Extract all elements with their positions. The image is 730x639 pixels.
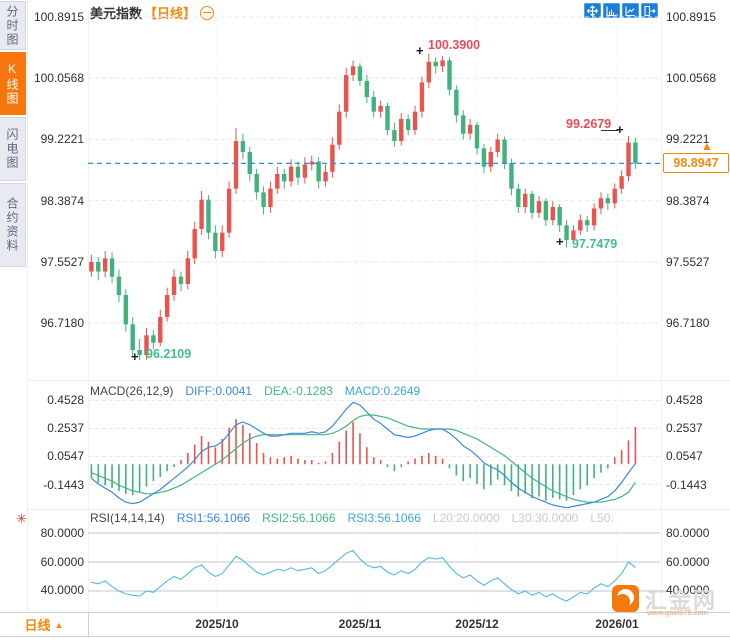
- x-tick: 2026/01: [595, 617, 639, 631]
- y-tick: 96.7180: [666, 316, 710, 330]
- indicator-settings-icon[interactable]: ✳: [16, 511, 27, 526]
- bottom-bar: 日线 ▲: [0, 612, 730, 637]
- macd-y-tick: -0.1443: [666, 478, 707, 492]
- y-tick: 99.2221: [666, 132, 710, 146]
- panel-separator: [28, 380, 730, 381]
- rsi-name: RSI(14,14,14): [90, 511, 165, 525]
- rsi-l50-value: L50:: [590, 511, 614, 525]
- rsi1-value: RSI1:56.1066: [176, 511, 251, 525]
- low-marker: +: [131, 349, 139, 364]
- pan-icon[interactable]: [584, 3, 601, 18]
- macd-y-tick: 0.2537: [47, 421, 84, 435]
- y-tick: 100.8915: [666, 10, 717, 24]
- rsi-header: RSI(14,14,14) RSI1:56.1066 RSI2:56.1066 …: [90, 511, 614, 525]
- y-tick: 96.7180: [40, 316, 84, 330]
- price-up-arrow-icon: ▲: [701, 139, 713, 153]
- rsi-chart[interactable]: [88, 524, 660, 612]
- period-tag: 【日线】: [144, 6, 197, 21]
- macd-y-tick: 0.0547: [47, 449, 84, 463]
- low-price-annotation: 96.2109: [146, 347, 192, 361]
- axis-trend-icon[interactable]: [622, 3, 639, 18]
- swing-high-marker: +: [616, 122, 624, 137]
- x-tick: 2025/12: [455, 617, 499, 631]
- panel-separator: [28, 509, 730, 510]
- y-tick: 99.2221: [40, 132, 84, 146]
- y-tick: 100.0568: [666, 71, 717, 85]
- sidebar-tab-time-chart[interactable]: 分时图: [0, 1, 26, 50]
- sidebar-divider: [27, 0, 28, 612]
- swing-high-annotation: 99.2679: [566, 117, 612, 131]
- site-logo: [612, 585, 639, 612]
- period-selector[interactable]: 日线 ▲: [0, 613, 89, 636]
- rsi-y-tick: 40.0000: [40, 583, 84, 597]
- current-price-box: 98.8947: [663, 153, 729, 173]
- dropdown-up-icon: ▲: [54, 619, 64, 630]
- rsi-y-tick: 80.0000: [666, 526, 710, 540]
- y-tick: 98.3874: [666, 194, 710, 208]
- y-tick: 100.0568: [33, 71, 84, 85]
- candlestick-chart[interactable]: [88, 14, 660, 376]
- exit-icon[interactable]: [641, 3, 658, 18]
- watermark-url: www.gold678.com: [647, 608, 708, 617]
- rsi-l30-value: L30:30.0000: [511, 511, 579, 525]
- x-tick: 2025/10: [195, 617, 239, 631]
- high-price-annotation: 100.3900: [428, 38, 481, 52]
- rsi2-value: RSI2:56.1066: [262, 511, 336, 525]
- right-axis-line: [661, 14, 662, 612]
- macd-header: MACD(26,12,9) DIFF:0.0041 DEA:-0.1283 MA…: [90, 384, 420, 398]
- y-tick: 97.5527: [666, 255, 710, 269]
- y-tick: 100.8915: [33, 10, 84, 24]
- swing-low-annotation: 97.7479: [572, 237, 618, 251]
- y-tick: 98.3874: [40, 194, 84, 208]
- y-tick: 97.5527: [40, 255, 84, 269]
- sidebar-tab-flash-chart[interactable]: 闪电图: [0, 117, 26, 181]
- high-marker: +: [416, 43, 424, 58]
- macd-hist-value: MACD:0.2649: [344, 384, 421, 398]
- left-axis-line: [88, 14, 89, 612]
- macd-y-tick: -0.1443: [43, 478, 84, 492]
- axis-scale-icon[interactable]: [603, 3, 620, 18]
- rsi-l20-value: L20:20.0000: [432, 511, 500, 525]
- macd-y-tick: 0.4528: [666, 393, 703, 407]
- chart-toolbar: [584, 3, 658, 18]
- x-tick: 2025/11: [338, 617, 382, 631]
- sidebar-tab-kline-chart[interactable]: K线图: [0, 52, 26, 115]
- rsi-y-tick: 40.0000: [666, 583, 710, 597]
- swing-high-pointer-line: [601, 130, 618, 131]
- watermark-name: 汇金网: [645, 588, 718, 613]
- macd-dea-value: DEA:-0.1283: [264, 384, 333, 398]
- macd-chart[interactable]: [88, 390, 660, 508]
- rsi3-value: RSI3:56.1066: [347, 511, 421, 525]
- collapse-icon[interactable]: [200, 6, 215, 20]
- rsi-y-tick: 60.0000: [666, 555, 710, 569]
- swing-low-marker: +: [556, 234, 564, 249]
- macd-diff-value: DIFF:0.0041: [185, 384, 253, 398]
- sidebar-tab-contract-info[interactable]: 合约资料: [0, 183, 26, 267]
- rsi-y-tick: 80.0000: [40, 526, 84, 540]
- macd-name: MACD(26,12,9): [90, 384, 174, 398]
- rsi-y-tick: 60.0000: [40, 555, 84, 569]
- macd-y-tick: 0.0547: [666, 449, 703, 463]
- macd-y-tick: 0.2537: [666, 421, 703, 435]
- macd-y-tick: 0.4528: [47, 393, 84, 407]
